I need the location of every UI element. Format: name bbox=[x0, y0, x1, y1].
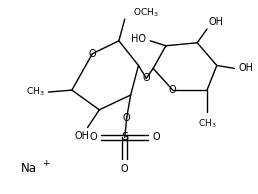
Text: OH: OH bbox=[209, 17, 224, 27]
Text: CH$_3$: CH$_3$ bbox=[198, 118, 216, 130]
Text: O: O bbox=[89, 49, 96, 59]
Text: OH: OH bbox=[74, 132, 89, 141]
Text: S: S bbox=[121, 133, 128, 142]
Text: O: O bbox=[152, 133, 160, 142]
Text: +: + bbox=[43, 158, 50, 168]
Text: O: O bbox=[123, 113, 131, 123]
Text: OCH$_3$: OCH$_3$ bbox=[133, 7, 158, 19]
Text: O: O bbox=[90, 133, 97, 142]
Text: CH$_3$: CH$_3$ bbox=[26, 86, 44, 98]
Text: HO: HO bbox=[131, 34, 146, 44]
Text: O: O bbox=[169, 85, 176, 95]
Text: O: O bbox=[142, 73, 150, 83]
Text: OH: OH bbox=[238, 63, 253, 73]
Text: Na: Na bbox=[21, 162, 37, 175]
Text: O: O bbox=[121, 164, 128, 174]
